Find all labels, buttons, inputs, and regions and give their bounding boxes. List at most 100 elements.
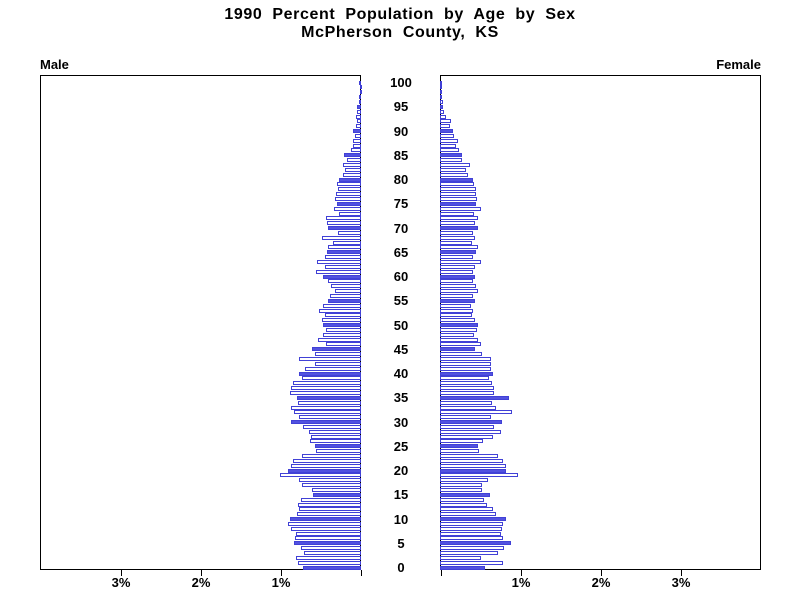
female-bar-age-43 xyxy=(440,357,491,362)
male-bar-age-48 xyxy=(323,332,361,337)
female-bar-age-69 xyxy=(440,230,473,235)
female-bar-age-59 xyxy=(440,279,473,284)
female-bar-age-78 xyxy=(440,187,476,192)
male-bar-age-76 xyxy=(335,196,361,201)
male-bar-age-57 xyxy=(335,289,361,294)
male-bar-age-24 xyxy=(316,449,361,454)
female-bar-age-10 xyxy=(440,517,506,522)
male-bar-age-82 xyxy=(345,167,361,172)
female-bar-age-52 xyxy=(440,313,472,318)
female-bar-age-11 xyxy=(440,512,496,517)
female-bar-age-67 xyxy=(440,240,472,245)
female-bar-age-60 xyxy=(440,274,475,279)
male-bar-age-50 xyxy=(323,323,361,328)
male-bar-age-5 xyxy=(294,541,361,546)
male-bar-age-52 xyxy=(325,313,361,318)
age-tick-label-25: 25 xyxy=(393,438,409,454)
male-bar-age-66 xyxy=(328,245,361,250)
male-bar-age-93 xyxy=(356,114,361,119)
female-bar-age-72 xyxy=(440,216,478,221)
male-bar-age-9 xyxy=(288,521,361,526)
female-bar-age-99 xyxy=(440,85,442,90)
female-bar-age-80 xyxy=(440,177,473,182)
male-bar-age-97 xyxy=(359,95,361,100)
female-bar-age-62 xyxy=(440,264,475,269)
male-bar-age-6 xyxy=(295,536,361,541)
female-bar-age-91 xyxy=(440,124,450,129)
female-bar-age-83 xyxy=(440,163,470,168)
age-tick-label-70: 70 xyxy=(393,220,409,236)
female-bar-age-65 xyxy=(440,250,476,255)
male-bar-age-100 xyxy=(359,80,361,85)
age-tick-label-40: 40 xyxy=(393,366,409,382)
male-axis-label-3%: 3% xyxy=(111,575,131,590)
female-bar-age-68 xyxy=(440,235,475,240)
female-bar-age-19 xyxy=(440,473,518,478)
female-bar-age-94 xyxy=(440,109,444,114)
female-bar-age-87 xyxy=(440,143,456,148)
male-bar-age-3 xyxy=(304,551,361,556)
female-bar-age-33 xyxy=(440,405,496,410)
female-axis-label: Female xyxy=(716,57,761,72)
female-bar-age-17 xyxy=(440,483,482,488)
female-bar-age-34 xyxy=(440,400,492,405)
female-bar-age-86 xyxy=(440,148,459,153)
female-bar-age-98 xyxy=(440,90,442,95)
male-bar-age-21 xyxy=(291,463,361,468)
female-bar-age-81 xyxy=(440,172,468,177)
female-bar-age-82 xyxy=(440,167,466,172)
female-bar-age-63 xyxy=(440,260,481,265)
female-bar-age-84 xyxy=(440,158,462,163)
female-bar-age-45 xyxy=(440,347,475,352)
male-bar-age-80 xyxy=(339,177,361,182)
female-bar-age-44 xyxy=(440,352,482,357)
male-axis-label-1%: 1% xyxy=(271,575,291,590)
age-tick-label-0: 0 xyxy=(397,560,405,576)
female-bar-age-24 xyxy=(440,449,479,454)
male-axis-label: Male xyxy=(40,57,69,72)
male-bar-age-79 xyxy=(337,182,361,187)
male-axis-tick-0pct xyxy=(361,570,362,576)
male-plot-panel xyxy=(40,75,361,570)
male-bar-age-44 xyxy=(315,352,361,357)
male-bar-age-60 xyxy=(323,274,361,279)
male-bar-age-72 xyxy=(326,216,361,221)
female-bar-age-73 xyxy=(440,211,474,216)
female-bar-age-4 xyxy=(440,546,504,551)
male-bar-age-94 xyxy=(357,109,361,114)
female-bar-age-57 xyxy=(440,289,478,294)
male-bar-age-15 xyxy=(313,492,361,497)
female-bar-age-90 xyxy=(440,129,453,134)
male-bar-age-33 xyxy=(291,405,361,410)
male-bar-age-4 xyxy=(301,546,361,551)
male-bar-age-99 xyxy=(360,85,362,90)
male-bar-age-65 xyxy=(327,250,361,255)
female-bar-age-92 xyxy=(440,119,451,124)
female-bar-age-47 xyxy=(440,337,478,342)
male-bar-age-71 xyxy=(327,221,361,226)
female-bar-age-31 xyxy=(440,415,491,420)
female-axis-label-3%: 3% xyxy=(671,575,691,590)
male-bar-age-11 xyxy=(297,512,361,517)
chart-title: 1990 Percent Population by Age by Sex xyxy=(224,6,576,23)
female-bar-age-51 xyxy=(440,318,475,323)
female-bar-age-39 xyxy=(440,376,489,381)
female-bar-age-88 xyxy=(440,138,458,143)
male-bar-age-98 xyxy=(360,90,362,95)
male-bar-age-61 xyxy=(316,269,361,274)
male-bar-age-87 xyxy=(353,143,361,148)
male-bar-age-92 xyxy=(357,119,361,124)
male-bar-age-45 xyxy=(312,347,361,352)
female-bar-age-32 xyxy=(440,410,512,415)
female-axis-label-2%: 2% xyxy=(591,575,611,590)
female-bar-age-8 xyxy=(440,526,502,531)
female-bar-age-76 xyxy=(440,196,477,201)
female-bar-age-29 xyxy=(440,424,494,429)
female-bar-age-9 xyxy=(440,521,503,526)
male-bar-age-83 xyxy=(343,163,361,168)
female-bar-age-42 xyxy=(440,361,491,366)
male-bar-age-13 xyxy=(298,502,361,507)
female-bar-age-54 xyxy=(440,303,471,308)
female-bar-age-28 xyxy=(440,429,501,434)
